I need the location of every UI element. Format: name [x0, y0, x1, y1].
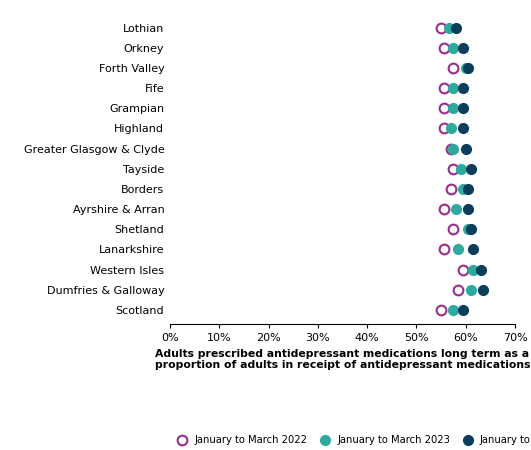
Legend: January to March 2022, January to March 2023, January to March 2024: January to March 2022, January to March … [168, 432, 531, 450]
X-axis label: Adults prescribed antidepressant medications long term as a
proportion of adults: Adults prescribed antidepressant medicat… [155, 349, 530, 370]
